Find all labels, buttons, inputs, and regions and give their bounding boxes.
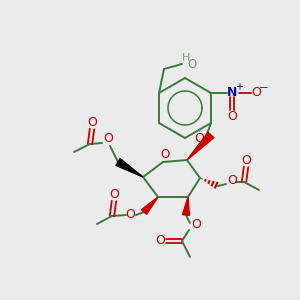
Polygon shape	[141, 197, 158, 214]
Text: O: O	[227, 173, 237, 187]
Polygon shape	[187, 132, 214, 160]
Text: O: O	[87, 116, 97, 130]
Text: O: O	[109, 188, 119, 202]
Text: +: +	[235, 82, 243, 92]
Text: O: O	[188, 58, 196, 71]
Text: O: O	[194, 131, 204, 145]
Text: H: H	[182, 53, 190, 63]
Text: O: O	[251, 86, 261, 100]
Text: O: O	[103, 133, 113, 146]
Polygon shape	[116, 159, 143, 177]
Text: O: O	[241, 154, 251, 167]
Text: N: N	[227, 85, 237, 98]
Text: O: O	[160, 148, 169, 161]
Text: O: O	[227, 110, 237, 122]
Text: −: −	[259, 82, 269, 94]
Polygon shape	[182, 197, 190, 215]
Text: O: O	[191, 218, 201, 232]
Text: O: O	[155, 235, 165, 248]
Text: O: O	[125, 208, 135, 220]
